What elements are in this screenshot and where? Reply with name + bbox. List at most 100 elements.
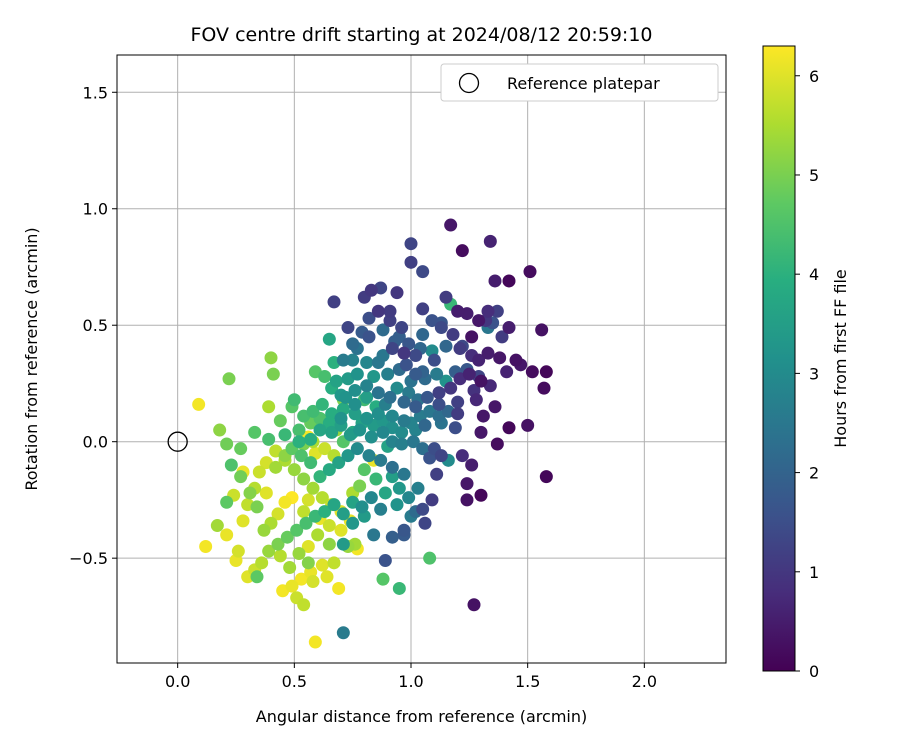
- data-point: [418, 418, 432, 432]
- data-point: [234, 470, 248, 484]
- data-point: [199, 540, 213, 554]
- data-point: [364, 491, 378, 505]
- data-point: [315, 558, 329, 572]
- data-point: [304, 432, 318, 446]
- data-point: [490, 437, 504, 451]
- data-point: [353, 479, 367, 493]
- data-point: [378, 554, 392, 568]
- data-point: [308, 635, 322, 649]
- data-point: [430, 367, 444, 381]
- data-point: [460, 477, 474, 491]
- data-point: [313, 470, 327, 484]
- data-point: [434, 321, 448, 335]
- data-point: [255, 556, 269, 570]
- x-tick-label: 1.0: [398, 672, 423, 691]
- data-point: [264, 351, 278, 365]
- data-point: [500, 365, 514, 379]
- data-point: [474, 374, 488, 388]
- data-point: [374, 502, 388, 516]
- data-point: [465, 458, 479, 472]
- data-point: [409, 400, 423, 414]
- data-point: [385, 530, 399, 544]
- data-point: [248, 425, 262, 439]
- data-point: [320, 570, 334, 584]
- data-point: [395, 437, 409, 451]
- data-point: [462, 367, 476, 381]
- data-point: [234, 442, 248, 456]
- data-point: [301, 540, 315, 554]
- data-point: [192, 397, 206, 411]
- data-point: [306, 404, 320, 418]
- data-point: [416, 302, 430, 316]
- data-point: [262, 544, 276, 558]
- data-point: [425, 493, 439, 507]
- data-point: [341, 449, 355, 463]
- data-point: [427, 353, 441, 367]
- data-point: [287, 463, 301, 477]
- data-point: [381, 367, 395, 381]
- data-point: [315, 397, 329, 411]
- data-point: [397, 414, 411, 428]
- x-tick-label: 2.0: [632, 672, 657, 691]
- data-point: [322, 519, 336, 533]
- data-point: [416, 442, 430, 456]
- data-point: [409, 349, 423, 363]
- data-point: [481, 346, 495, 360]
- data-point: [301, 556, 315, 570]
- data-point: [318, 369, 332, 383]
- data-point: [313, 423, 327, 437]
- data-point: [385, 470, 399, 484]
- data-point: [444, 381, 458, 395]
- data-point: [455, 449, 469, 463]
- data-point: [336, 626, 350, 640]
- data-point: [364, 430, 378, 444]
- data-point: [322, 332, 336, 346]
- data-point: [327, 556, 341, 570]
- data-point: [481, 304, 495, 318]
- data-point: [306, 481, 320, 495]
- data-point: [224, 458, 238, 472]
- data-point: [332, 456, 346, 470]
- y-axis-ticks: −0.5 0.0 0.5 1.0 1.5: [69, 83, 117, 568]
- data-point: [271, 507, 285, 521]
- data-point: [404, 255, 418, 269]
- data-point: [290, 523, 304, 537]
- data-point: [392, 481, 406, 495]
- data-point: [385, 342, 399, 356]
- colorbar-tick-label: 2: [809, 464, 819, 483]
- data-point: [348, 397, 362, 411]
- data-point: [371, 386, 385, 400]
- plot-area-frame: [116, 54, 727, 664]
- data-point: [446, 328, 460, 342]
- x-tick-label: 1.5: [515, 672, 540, 691]
- data-point: [404, 237, 418, 251]
- data-point: [346, 353, 360, 367]
- data-point: [327, 295, 341, 309]
- data-point: [257, 523, 271, 537]
- data-point: [213, 423, 227, 437]
- data-point: [360, 390, 374, 404]
- data-point: [467, 598, 481, 612]
- data-point: [273, 414, 287, 428]
- data-point: [311, 528, 325, 542]
- data-point: [294, 449, 308, 463]
- data-point: [474, 488, 488, 502]
- data-point: [525, 365, 539, 379]
- data-point: [236, 514, 250, 528]
- data-point: [327, 498, 341, 512]
- y-axis-label: Rotation from reference (arcmin): [22, 227, 41, 490]
- data-point: [385, 460, 399, 474]
- data-point: [350, 367, 364, 381]
- data-point: [383, 304, 397, 318]
- data-point: [287, 393, 301, 407]
- colorbar-tick-label: 1: [809, 563, 819, 582]
- data-point: [362, 330, 376, 344]
- data-point: [402, 491, 416, 505]
- data-point: [339, 390, 353, 404]
- data-point: [509, 353, 523, 367]
- data-point: [451, 395, 465, 409]
- data-point: [495, 330, 509, 344]
- data-point: [432, 386, 446, 400]
- data-point: [439, 290, 453, 304]
